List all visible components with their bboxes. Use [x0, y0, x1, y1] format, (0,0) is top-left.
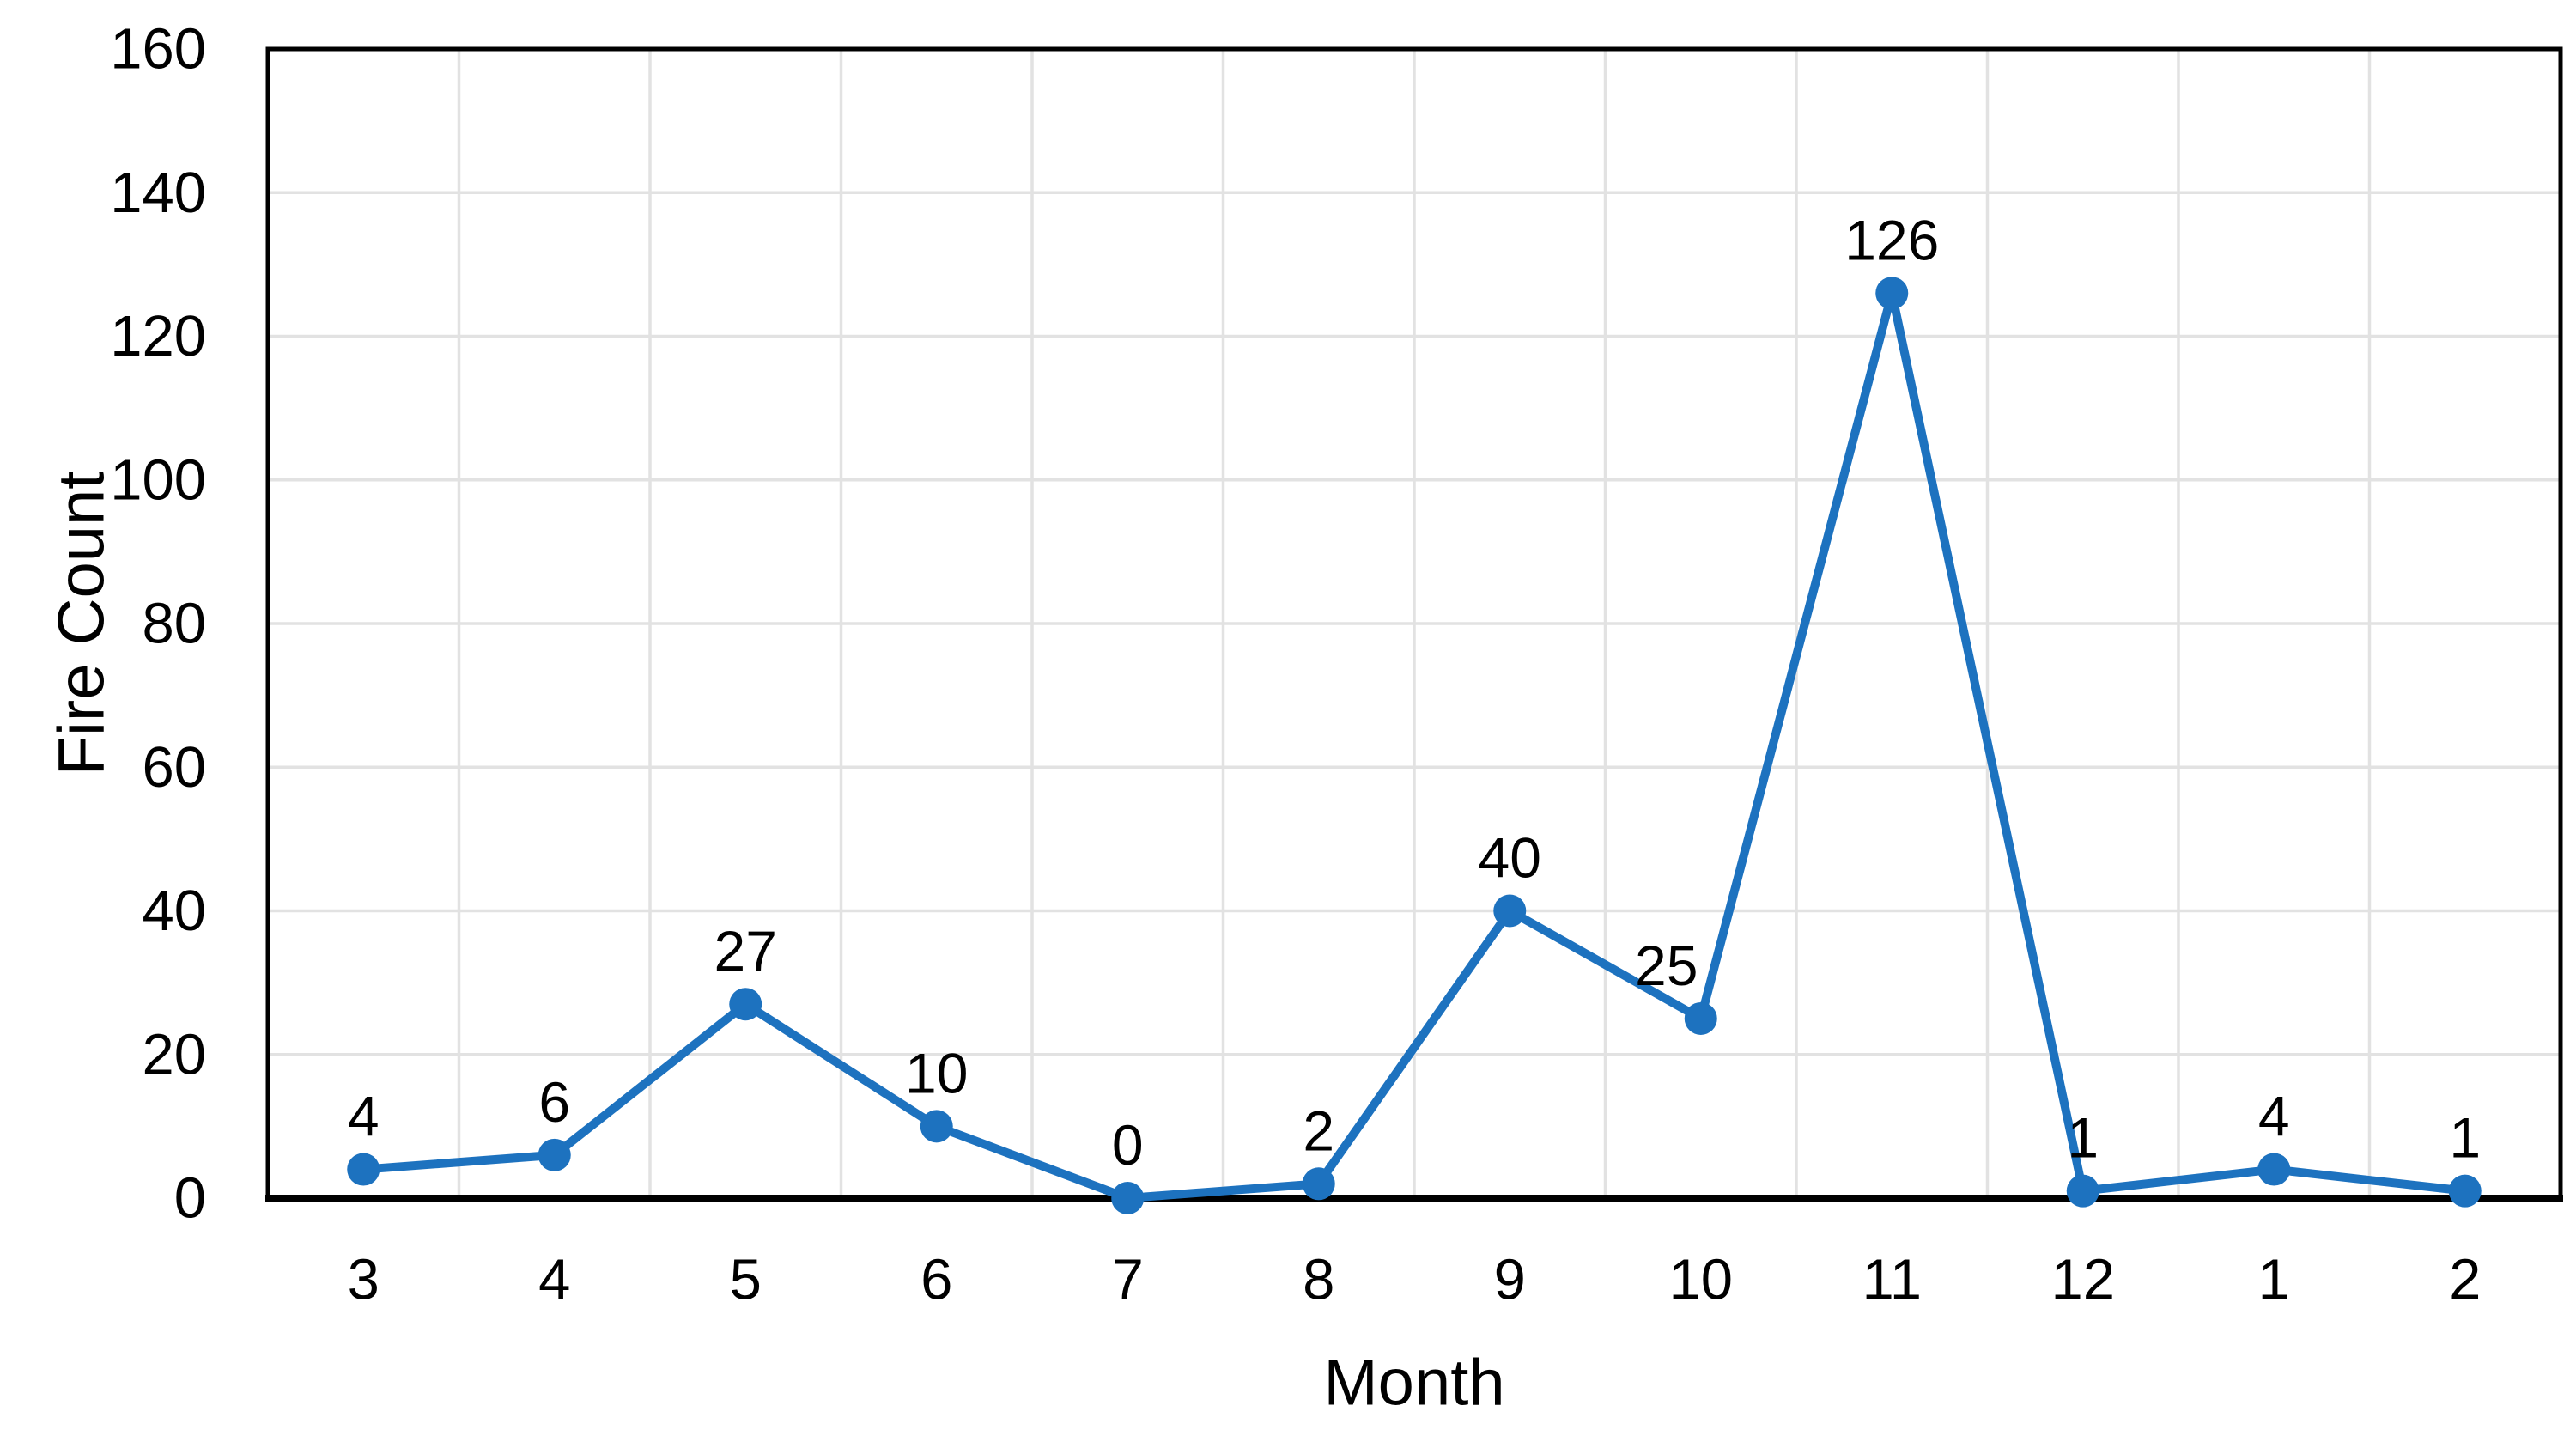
data-point-label: 0	[1112, 1113, 1144, 1177]
x-tick-label: 8	[1303, 1248, 1334, 1312]
data-point-label: 27	[714, 919, 777, 983]
x-tick-label: 12	[2050, 1248, 2115, 1312]
y-tick-label: 60	[142, 735, 206, 800]
data-point-label: 2	[1303, 1098, 1334, 1162]
data-point-marker	[729, 988, 762, 1021]
data-point-label: 6	[538, 1070, 570, 1134]
y-tick-label: 140	[110, 161, 206, 225]
series-layer	[347, 277, 2482, 1214]
x-tick-label: 9	[1494, 1248, 1526, 1312]
x-tick-label: 11	[1862, 1248, 1922, 1312]
data-point-label: 40	[1479, 826, 1541, 890]
data-point-marker	[347, 1153, 380, 1186]
data-point-marker	[920, 1110, 953, 1143]
data-point-marker	[1302, 1167, 1335, 1201]
y-tick-label: 80	[142, 592, 206, 656]
data-point-marker	[1111, 1182, 1145, 1214]
x-tick-label: 10	[1668, 1248, 1733, 1312]
x-tick-label: 6	[920, 1248, 952, 1312]
data-point-marker	[1684, 1001, 1717, 1035]
x-tick-label: 5	[730, 1248, 762, 1312]
y-tick-label: 0	[174, 1166, 206, 1231]
data-point-marker	[1493, 894, 1527, 928]
plot-frame-layer	[265, 46, 2563, 1202]
y-tick-label: 120	[110, 304, 206, 368]
y-tick-label: 100	[110, 447, 206, 512]
y-tick-label: 40	[142, 879, 206, 943]
x-tick-label: 1	[2258, 1248, 2290, 1312]
x-tick-label: 4	[538, 1248, 570, 1312]
x-tick-label: 2	[2449, 1248, 2481, 1312]
data-point-label: 4	[348, 1085, 380, 1148]
y-tick-label: 160	[110, 17, 206, 82]
x-tick-label: 3	[348, 1248, 380, 1312]
series-line	[359, 289, 2470, 1202]
data-point-label: 25	[1635, 934, 1698, 997]
data-point-label: 1	[2449, 1106, 2481, 1170]
data-point-marker	[1875, 277, 1909, 310]
gridlines-layer	[268, 49, 2561, 1198]
data-point-marker	[538, 1138, 571, 1171]
x-axis-title: Month	[1323, 1347, 1504, 1420]
data-point-label: 4	[2258, 1085, 2290, 1148]
data-point-marker	[2448, 1174, 2482, 1208]
data-labels-layer: 4 6 27 10 0 2 40 25 126 1 4 1	[348, 208, 2481, 1177]
y-tick-label: 20	[142, 1022, 206, 1086]
data-point-label: 1	[2067, 1106, 2099, 1170]
data-point-label: 10	[905, 1041, 968, 1104]
y-axis-title: Fire Count	[46, 472, 118, 776]
x-tick-label: 7	[1112, 1248, 1144, 1312]
data-point-marker	[2257, 1153, 2291, 1186]
data-point-label: 126	[1844, 208, 1939, 271]
data-point-marker	[2066, 1174, 2099, 1208]
